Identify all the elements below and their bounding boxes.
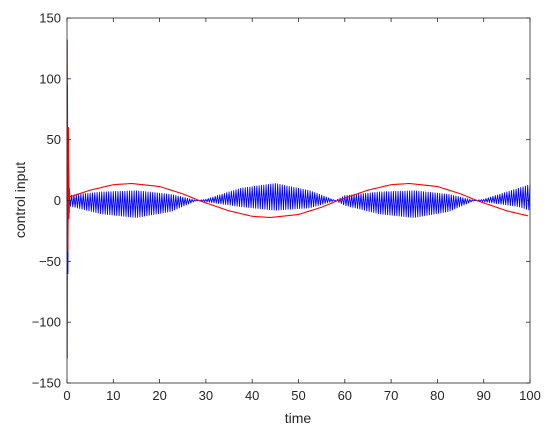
x-tick-label: 40 bbox=[245, 388, 259, 403]
y-tick-label: 50 bbox=[47, 132, 61, 147]
x-tick-label: 90 bbox=[476, 388, 490, 403]
y-tick-label: 150 bbox=[39, 11, 61, 26]
x-tick-label: 80 bbox=[430, 388, 444, 403]
x-tick-label: 30 bbox=[199, 388, 213, 403]
y-axis: −150 −100 −50 0 50 100 150 bbox=[32, 11, 530, 391]
x-tick-label: 50 bbox=[291, 388, 305, 403]
x-tick-label: 60 bbox=[338, 388, 352, 403]
x-tick-label: 20 bbox=[152, 388, 166, 403]
series-blue-band bbox=[66, 84, 531, 360]
y-tick-label: 0 bbox=[54, 193, 61, 208]
y-axis-label: control input bbox=[12, 162, 28, 238]
x-axis-label: time bbox=[285, 410, 312, 426]
x-tick-label: 70 bbox=[384, 388, 398, 403]
y-tick-label: −100 bbox=[32, 315, 61, 330]
x-tick-label: 100 bbox=[519, 388, 541, 403]
y-tick-label: −150 bbox=[32, 376, 61, 391]
series-layer bbox=[66, 39, 531, 360]
x-axis: 0 10 20 30 40 50 60 70 80 90 100 bbox=[63, 18, 541, 403]
x-tick-label: 0 bbox=[63, 388, 70, 403]
x-tick-label: 10 bbox=[106, 388, 120, 403]
series-red-line bbox=[66, 39, 529, 253]
y-tick-label: −50 bbox=[39, 254, 61, 269]
y-tick-label: 100 bbox=[39, 71, 61, 86]
